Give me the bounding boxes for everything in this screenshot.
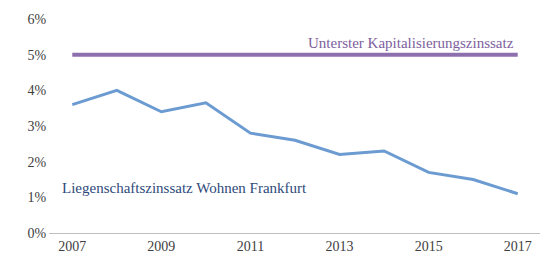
- svg-text:3%: 3%: [28, 119, 47, 134]
- svg-text:2009: 2009: [147, 239, 175, 254]
- svg-text:Liegenschaftszinssatz Wohnen F: Liegenschaftszinssatz Wohnen Frankfurt: [62, 180, 307, 196]
- svg-text:1%: 1%: [28, 190, 47, 205]
- svg-text:2017: 2017: [504, 239, 532, 254]
- svg-text:2011: 2011: [237, 239, 264, 254]
- svg-text:2%: 2%: [28, 155, 47, 170]
- svg-text:Unterster Kapitalisierungszins: Unterster Kapitalisierungszinssatz: [308, 35, 514, 51]
- svg-text:6%: 6%: [28, 12, 47, 27]
- svg-text:4%: 4%: [28, 83, 47, 98]
- svg-text:2007: 2007: [58, 239, 86, 254]
- svg-text:5%: 5%: [28, 48, 47, 63]
- svg-text:2015: 2015: [415, 239, 443, 254]
- svg-text:0%: 0%: [28, 226, 47, 241]
- svg-text:2013: 2013: [326, 239, 354, 254]
